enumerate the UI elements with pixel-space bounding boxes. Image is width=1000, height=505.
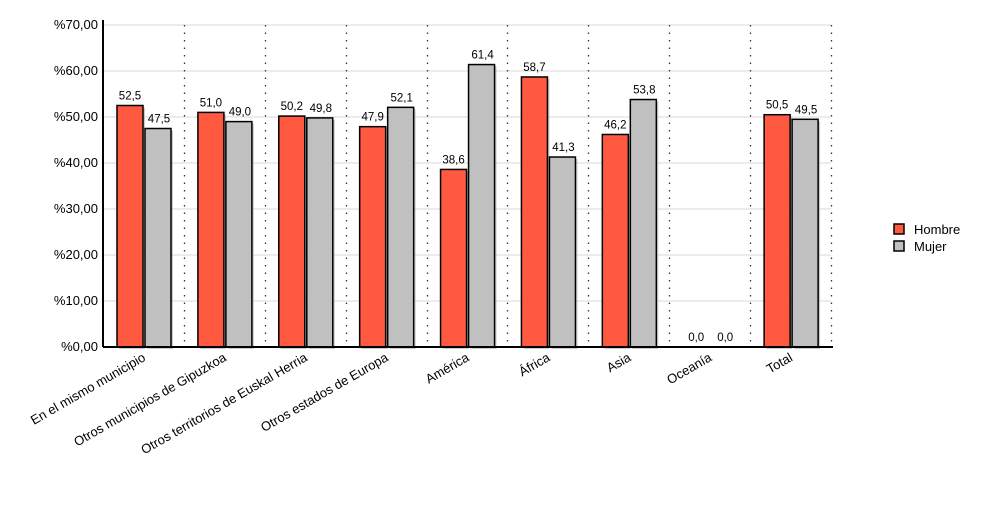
- bar-hombre: [116, 104, 144, 348]
- bar-mujer: [144, 127, 172, 348]
- data-label: 41,3: [552, 142, 574, 154]
- x-tick-label: Otros municipios de Gipuzkoa: [71, 349, 229, 449]
- bar-hombre: [763, 113, 791, 348]
- legend-label: Hombre: [914, 222, 960, 237]
- data-label: 53,8: [633, 85, 655, 97]
- data-label: 50,5: [766, 100, 788, 112]
- x-tick-label: América: [423, 349, 472, 386]
- bar-hombre: [601, 133, 630, 348]
- y-tick-label: %30,00: [54, 201, 98, 216]
- bar-mujer: [225, 120, 253, 348]
- data-label: 61,4: [471, 50, 494, 62]
- y-tick-label: %50,00: [54, 109, 98, 124]
- data-label: 46,2: [604, 119, 626, 131]
- bar-mujer: [791, 118, 819, 348]
- data-label: 49,5: [795, 104, 817, 116]
- data-label: 0,0: [688, 332, 704, 344]
- data-label: 52,1: [390, 92, 412, 104]
- x-tick-label: África: [516, 349, 553, 379]
- x-tick-label: Otros territorios de Euskal Herria: [138, 349, 310, 457]
- data-label: 49,0: [229, 107, 251, 119]
- legend-swatch-hombre: [893, 223, 905, 235]
- bar-mujer: [548, 156, 577, 348]
- bar-mujer: [386, 106, 415, 348]
- y-tick-label: %60,00: [54, 63, 98, 78]
- data-label: 51,0: [200, 97, 222, 109]
- data-label: 58,7: [523, 62, 545, 74]
- y-tick-label: %40,00: [54, 155, 98, 170]
- y-tick-label: %70,00: [54, 17, 98, 32]
- data-label: 49,8: [310, 103, 332, 115]
- legend-swatch-mujer: [893, 240, 905, 252]
- data-label: 0,0: [717, 332, 733, 344]
- bar-mujer: [629, 98, 658, 348]
- y-tick-label: %0,00: [61, 339, 98, 354]
- data-label: 38,6: [442, 154, 464, 166]
- bar-hombre: [278, 115, 306, 348]
- x-tick-label: Otros estados de Europa: [258, 349, 391, 435]
- data-label: 50,2: [281, 101, 303, 113]
- bar-hombre: [439, 168, 468, 348]
- bar-hombre: [197, 111, 225, 348]
- bar-mujer: [306, 117, 334, 348]
- x-tick-label: Oceanía: [664, 349, 715, 387]
- bar-hombre: [520, 76, 549, 348]
- data-label: 47,9: [361, 112, 383, 124]
- bar-mujer: [467, 63, 496, 348]
- legend-label: Mujer: [914, 239, 947, 254]
- data-label: 47,5: [148, 114, 170, 126]
- y-tick-label: %10,00: [54, 293, 98, 308]
- x-tick-label: Asia: [604, 349, 634, 375]
- x-tick-label: Total: [764, 350, 795, 377]
- y-tick-label: %20,00: [54, 247, 98, 262]
- bar-hombre: [358, 125, 387, 348]
- data-label: 52,5: [119, 91, 141, 103]
